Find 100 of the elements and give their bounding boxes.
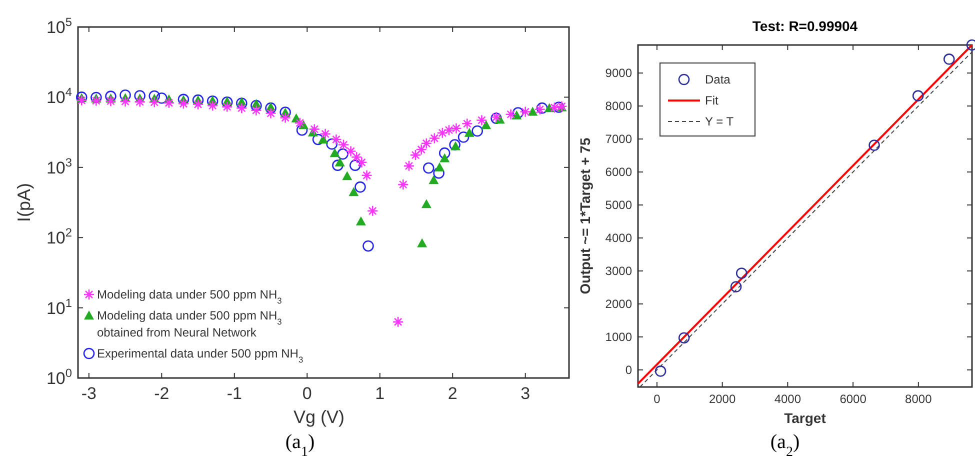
point — [912, 90, 924, 102]
x-tick-label: 1 — [375, 384, 385, 403]
y-tick-label: 10$^{1}$ — [46, 296, 72, 318]
point — [221, 96, 233, 108]
point — [221, 101, 233, 112]
point — [192, 98, 204, 110]
point — [512, 110, 522, 120]
point — [120, 96, 131, 108]
x-tick-label: -1 — [226, 384, 242, 403]
point — [156, 92, 168, 104]
point — [476, 114, 488, 126]
point — [428, 175, 439, 184]
point — [134, 96, 146, 108]
point — [421, 199, 432, 208]
x-tick-label: 3 — [520, 384, 530, 403]
point — [296, 124, 308, 136]
y-axis-title: Output ~= 1*Target + 75 — [577, 138, 593, 294]
point — [678, 332, 690, 344]
x-tick-label: 2 — [448, 384, 458, 403]
y-tick-label: 7000 — [605, 132, 632, 146]
point — [433, 167, 444, 179]
point — [438, 147, 450, 159]
x-tick-label: -2 — [154, 384, 170, 403]
x-tick-label: 8000 — [905, 392, 932, 406]
point — [356, 156, 368, 168]
point — [422, 162, 434, 174]
point — [332, 160, 344, 171]
text: (a$_{2}$) — [770, 431, 800, 460]
point — [736, 268, 748, 279]
point — [354, 181, 366, 193]
point — [348, 187, 359, 196]
point — [345, 146, 356, 157]
point — [236, 102, 248, 114]
y-tick-label: 10$^{5}$ — [46, 14, 72, 37]
x-tick-label: 0 — [654, 392, 661, 406]
point — [943, 54, 955, 65]
point — [206, 100, 218, 112]
point — [361, 170, 372, 182]
point — [163, 97, 175, 109]
point — [528, 106, 538, 116]
point — [265, 108, 276, 119]
y-tick-label: 5000 — [605, 198, 632, 212]
point — [148, 96, 160, 108]
point — [403, 160, 415, 172]
point — [236, 98, 248, 109]
point — [178, 98, 190, 110]
x-axis-title: Target — [784, 410, 826, 426]
point — [250, 104, 262, 116]
x-tick-label: 6000 — [840, 392, 867, 406]
x-tick-label: 0 — [302, 384, 312, 403]
y-tick-label: 2000 — [605, 297, 632, 312]
y-tick-label: 4000 — [605, 231, 632, 246]
point — [334, 157, 345, 166]
x-tick-label: -3 — [81, 384, 96, 403]
point — [654, 366, 666, 377]
y-tick-label: 1000 — [605, 330, 632, 344]
point — [434, 162, 445, 172]
point — [366, 205, 378, 217]
text: (a$_{1}$) — [285, 431, 315, 460]
point — [481, 120, 492, 130]
legend-label: Modeling data under 500 ppm NH$_{3}$ — [97, 288, 282, 306]
point — [280, 112, 291, 124]
point — [349, 160, 361, 171]
y-tick-label: 6000 — [605, 165, 632, 180]
legend-label: Data — [705, 72, 731, 86]
point — [90, 95, 102, 106]
point — [398, 178, 409, 190]
point — [416, 144, 427, 156]
point — [294, 117, 306, 129]
x-axis-title: Vg (V) — [294, 407, 345, 427]
legend-label: Experimental data under 500 ppm NH$_{3}$ — [97, 346, 304, 364]
point — [320, 128, 331, 140]
y-tick-label: 9000 — [605, 66, 632, 80]
point — [417, 238, 428, 248]
point — [520, 106, 532, 118]
point — [308, 124, 320, 135]
point — [464, 128, 474, 137]
point — [410, 149, 422, 161]
y-tick-label: 3000 — [605, 264, 632, 278]
point — [330, 134, 342, 146]
x-tick-label: 2000 — [708, 392, 736, 406]
text: Modeling data under 500 ppm NH$_{3}$ obtained from Neural Network — [97, 308, 282, 340]
point — [342, 171, 352, 180]
y-tick-label: 10$^{0}$ — [46, 366, 72, 388]
point — [350, 151, 362, 163]
point — [362, 240, 374, 252]
point — [326, 138, 338, 150]
point — [868, 140, 880, 151]
y-tick-label: 10$^{4}$ — [46, 85, 72, 108]
point — [250, 100, 262, 112]
point — [338, 139, 350, 150]
point — [472, 125, 483, 137]
point — [458, 131, 470, 143]
y-tick-label: 8000 — [605, 99, 632, 114]
point — [440, 153, 450, 162]
legend-label: Fit — [705, 94, 719, 108]
y-tick-label: 0 — [625, 363, 632, 378]
y-tick-label: 10$^{2}$ — [46, 226, 72, 248]
point — [76, 94, 88, 106]
y-tick-label: 10$^{3}$ — [46, 155, 72, 178]
